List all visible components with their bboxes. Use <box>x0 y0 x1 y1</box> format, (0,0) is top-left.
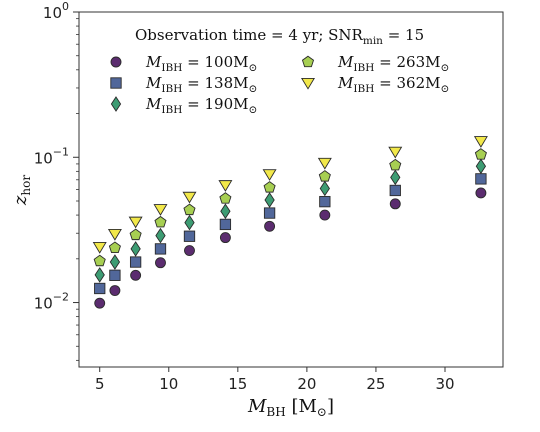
data-point-series-1 <box>94 297 106 309</box>
x-axis-label: MBH [M⊙] <box>247 396 334 419</box>
y-axis-label: zhor <box>10 175 33 206</box>
data-point-series-4 <box>474 148 487 160</box>
data-point-series-5 <box>182 191 197 204</box>
data-point-series-3 <box>130 241 141 257</box>
data-point-series-1 <box>155 257 166 269</box>
data-point-series-2 <box>475 173 487 185</box>
data-point-series-2 <box>319 195 331 208</box>
data-point-series-5 <box>218 180 233 192</box>
data-point-series-5 <box>388 146 403 159</box>
legend: Observation time = 4 yr; SNRmin = 15 MIB… <box>110 26 449 116</box>
data-point-series-4 <box>389 158 402 171</box>
data-point-series-5 <box>473 136 488 148</box>
data-point-series-2 <box>109 269 121 281</box>
legend-label-series-2: MIBH = 138M⊙ <box>145 74 257 95</box>
data-point-series-5 <box>107 229 122 241</box>
x-tick-label: 10 <box>159 375 178 393</box>
data-point-series-5 <box>92 241 107 254</box>
legend-label-series-4: MIBH = 263M⊙ <box>337 53 449 74</box>
data-point-series-3 <box>319 180 330 197</box>
y-tick-label: 100 <box>43 0 69 22</box>
legend-marker-series-5 <box>301 77 315 90</box>
legend-marker-series-3 <box>110 96 122 112</box>
data-point-series-2 <box>94 282 106 295</box>
data-point-series-4 <box>154 215 167 228</box>
legend-title: Observation time = 4 yr; SNRmin = 15 <box>135 26 424 47</box>
data-point-series-3 <box>220 203 231 220</box>
data-point-series-5 <box>153 204 168 216</box>
x-tick-label: 25 <box>366 375 385 393</box>
data-point-series-2 <box>219 218 232 231</box>
x-tick-label: 20 <box>297 375 316 393</box>
data-point-series-4 <box>129 228 142 241</box>
data-point-series-2 <box>263 207 276 219</box>
data-point-series-1 <box>389 198 401 210</box>
data-point-series-2 <box>389 184 401 197</box>
data-point-series-3 <box>184 214 195 231</box>
legend-label-series-5: MIBH = 362M⊙ <box>337 74 449 95</box>
y-tick-label: 10−1 <box>34 145 69 167</box>
data-point-series-4 <box>108 241 121 253</box>
data-point-series-3 <box>94 267 105 283</box>
data-point-series-4 <box>183 203 196 216</box>
legend-label-series-3: MIBH = 190M⊙ <box>145 95 257 116</box>
data-point-series-4 <box>263 181 276 193</box>
data-point-series-3 <box>390 169 401 186</box>
data-point-series-1 <box>109 285 121 296</box>
data-point-series-3 <box>109 254 121 270</box>
data-point-series-5 <box>262 169 277 181</box>
data-point-series-1 <box>130 269 142 281</box>
data-point-series-4 <box>93 254 106 267</box>
x-tick-label: 5 <box>95 375 105 393</box>
data-point-series-1 <box>475 187 487 199</box>
legend-marker-series-1 <box>110 56 122 68</box>
data-point-series-3 <box>475 158 487 175</box>
data-point-series-2 <box>129 256 142 268</box>
data-point-series-5 <box>128 216 143 229</box>
data-point-series-1 <box>219 232 231 244</box>
data-point-series-4 <box>318 170 331 182</box>
data-point-series-5 <box>317 157 332 170</box>
data-point-series-3 <box>264 192 275 208</box>
data-point-series-2 <box>154 243 167 255</box>
data-point-series-3 <box>155 227 166 244</box>
data-point-series-1 <box>319 209 331 221</box>
legend-marker-series-2 <box>110 77 122 89</box>
y-tick-label: 10−2 <box>34 291 69 313</box>
data-point-series-2 <box>183 230 196 242</box>
data-point-series-4 <box>219 192 232 204</box>
legend-label-series-1: MIBH = 100M⊙ <box>145 53 257 74</box>
legend-marker-series-4 <box>301 55 315 68</box>
x-tick-label: 30 <box>435 375 454 393</box>
data-point-series-1 <box>184 245 195 256</box>
data-point-series-1 <box>264 220 276 232</box>
x-tick-label: 15 <box>228 375 247 393</box>
